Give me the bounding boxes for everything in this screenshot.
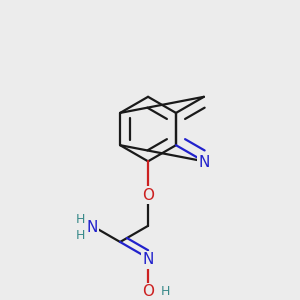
Text: H: H xyxy=(161,285,170,298)
Text: N: N xyxy=(86,220,98,235)
Text: H: H xyxy=(76,229,85,242)
Text: N: N xyxy=(198,155,210,170)
Text: O: O xyxy=(142,284,154,299)
Text: N: N xyxy=(142,252,154,267)
Text: H: H xyxy=(76,213,85,226)
Text: O: O xyxy=(142,188,154,202)
